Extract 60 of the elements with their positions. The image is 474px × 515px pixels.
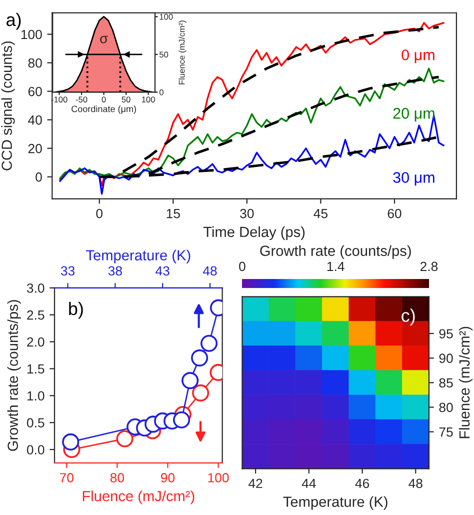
x-tick-label: 48 bbox=[408, 478, 422, 488]
y-tick-label: 1.5 bbox=[27, 364, 44, 374]
y-tick-label: 2.5 bbox=[27, 310, 44, 320]
x2-tick-label: 48 bbox=[202, 266, 217, 276]
y-axis-title: Growth rate (counts/ps) bbox=[7, 300, 21, 451]
x-tick-label: 45 bbox=[314, 208, 328, 218]
y-tick-label: 40 bbox=[28, 115, 42, 125]
y-axis-title: CCD signal (counts) bbox=[1, 41, 15, 170]
annotation: b) bbox=[69, 302, 83, 319]
y-tick-label: 20 bbox=[28, 144, 42, 154]
x-tick-label: 15 bbox=[166, 208, 180, 218]
y-tick-label: 95 bbox=[439, 329, 453, 338]
series-label: 0 μm bbox=[402, 49, 434, 64]
y-tick-label: 0.5 bbox=[26, 418, 44, 428]
y-tick-label: 50 bbox=[160, 52, 168, 58]
text: a) bbox=[6, 12, 21, 30]
y-tick-label: 0 bbox=[36, 172, 42, 182]
x-tick-label: 0 bbox=[102, 96, 106, 102]
x-tick-label: 100 bbox=[142, 96, 155, 102]
y-tick-label: 1.0 bbox=[27, 391, 44, 401]
series-label: 20 μm bbox=[393, 108, 434, 122]
y-axis-title: Fluence (mJ/cm²) bbox=[178, 20, 186, 84]
x-tick-label: -50 bbox=[76, 96, 88, 102]
y-axis-title: Fluence (mJ/cm²) bbox=[458, 326, 473, 438]
y-tick-label: 75 bbox=[439, 427, 453, 437]
y-tick-label: 80 bbox=[28, 58, 42, 68]
x-tick-label: 30 bbox=[240, 208, 254, 218]
y-tick-label: 0.0 bbox=[26, 445, 44, 454]
x-tick-label: 60 bbox=[388, 208, 402, 218]
x-tick-label: 100 bbox=[208, 473, 229, 482]
x-tick-label: 0 bbox=[96, 208, 103, 218]
x-tick-label: 46 bbox=[355, 478, 370, 488]
color-bar-title: Growth rate (counts/ps) bbox=[260, 245, 411, 259]
x-axis-title: Fluence (mJ/cm²) bbox=[82, 490, 194, 504]
x-tick-label: 44 bbox=[302, 478, 316, 488]
y-tick-label: 0 bbox=[159, 89, 164, 96]
x-tick-label: 70 bbox=[60, 473, 74, 482]
x-tick-label: 80 bbox=[110, 473, 124, 482]
x2-tick-label: 38 bbox=[108, 266, 122, 276]
y-tick-label: 80 bbox=[439, 402, 453, 412]
x2-axis-title: Temperature (K) bbox=[86, 250, 190, 264]
color-bar-label: 1.4 bbox=[327, 262, 344, 271]
x-axis-title: Coordinate (μm) bbox=[72, 106, 136, 114]
x-axis-title: Time Delay (ps) bbox=[203, 226, 305, 240]
x2-tick-label: 33 bbox=[60, 266, 75, 276]
y-tick-label: 100 bbox=[21, 30, 42, 40]
color-bar-label: 2.8 bbox=[420, 262, 438, 272]
color-bar-label: 0 bbox=[239, 262, 246, 272]
x-tick-label: 42 bbox=[248, 478, 262, 488]
x2-tick-label: 43 bbox=[156, 266, 170, 276]
y-tick-label: 100 bbox=[160, 14, 173, 20]
x-tick-label: 50 bbox=[122, 96, 130, 102]
x-axis-title: Temperature (K) bbox=[283, 496, 388, 510]
y-tick-label: 2.0 bbox=[27, 337, 44, 347]
y-tick-label: 90 bbox=[439, 354, 453, 363]
series-label: 30 μm bbox=[393, 172, 434, 186]
y-tick-label: 3.0 bbox=[26, 283, 44, 293]
ref-line-label: σ bbox=[100, 36, 108, 44]
y-tick-label: 85 bbox=[439, 378, 453, 388]
annotation: c) bbox=[402, 308, 415, 326]
